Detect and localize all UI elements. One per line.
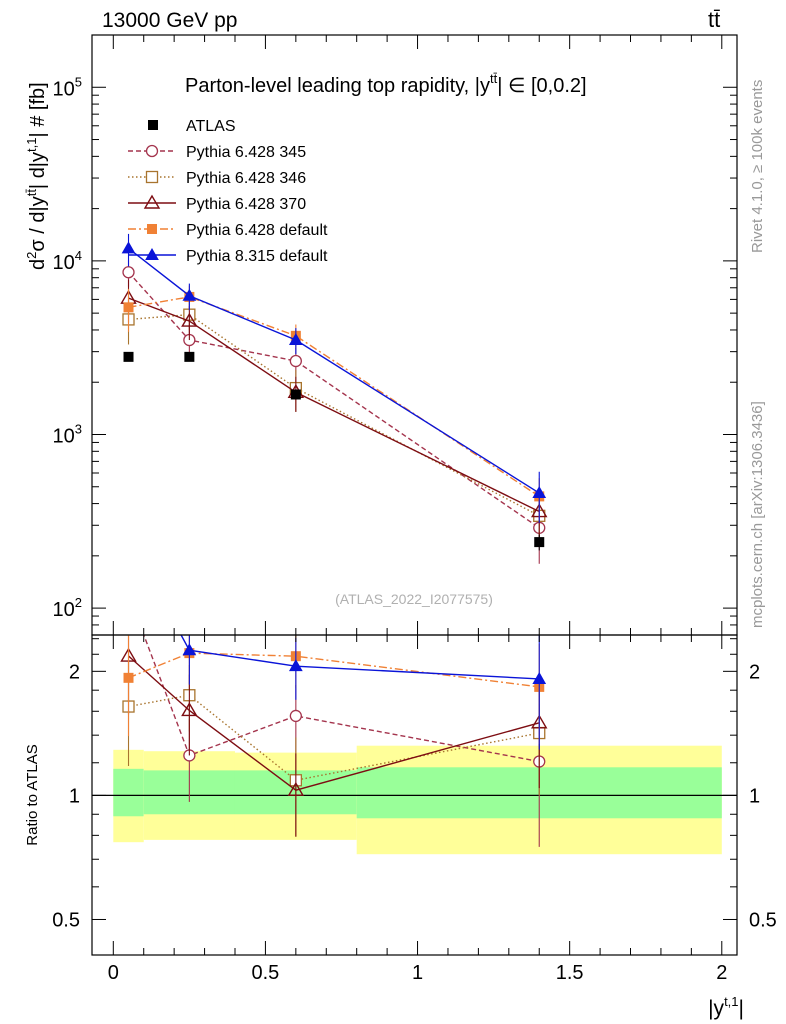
ratio-y-axis-label: Ratio to ATLAS	[24, 744, 41, 845]
ratio-point-3-0	[123, 672, 134, 683]
ratio-line-0	[143, 635, 540, 763]
ratio-line-2	[128, 655, 540, 791]
atlas-point-0	[123, 351, 134, 362]
y-tick-label: 102	[53, 595, 82, 621]
ratio-uncertainty-bands	[92, 745, 737, 855]
legend-marker-atlas	[148, 120, 158, 130]
y-tick-label: 105	[53, 74, 82, 100]
atlas-point-3	[534, 537, 545, 548]
ratio-tick-label-right: 0.5	[749, 909, 777, 931]
series-line-2	[128, 297, 540, 513]
chart-title: Parton-level leading top rapidity, |ytt̄…	[185, 71, 587, 97]
ratio-tick-label-right: 1	[749, 785, 760, 807]
series-line-0	[127, 271, 540, 529]
x-tick-label: 1	[412, 962, 423, 984]
series-point-0-0	[122, 266, 135, 279]
legend-label-5: Pythia 8.315 default	[186, 248, 328, 265]
series-point-3-0	[123, 302, 134, 313]
ratio-point-4-0	[123, 532, 135, 543]
ratio-line-4	[180, 635, 540, 680]
legend-label-4: Pythia 6.428 default	[186, 222, 328, 239]
ratio-point-0-0	[123, 589, 134, 600]
ratio-point-2-2	[287, 781, 305, 796]
legend-marker-2	[145, 170, 159, 184]
series-line-4	[128, 247, 540, 494]
band-inner-0	[113, 768, 144, 817]
ratio-point-4-2	[288, 659, 303, 672]
ratio-line-3	[128, 652, 540, 688]
x-tick-label: 0	[108, 962, 119, 984]
series-point-4-2	[288, 333, 303, 346]
ratio-tick-label: 2	[69, 661, 80, 683]
series-line-3	[128, 296, 540, 497]
x-axis-label: |yt,1|	[708, 994, 744, 1020]
series-point-0-2	[289, 354, 302, 368]
legend-marker-4	[147, 224, 157, 234]
series-point-4-3	[532, 486, 547, 499]
x-tick-label: 0.5	[252, 962, 280, 984]
legend-marker-1	[145, 144, 159, 158]
series-point-2-1	[181, 312, 198, 327]
ratio-point-2-1	[181, 702, 198, 717]
series-point-4-1	[182, 288, 197, 301]
ratio-tick-label: 1	[69, 785, 80, 807]
x-tick-label: 2	[716, 962, 727, 984]
legend-label-0: ATLAS	[186, 118, 236, 135]
rivet-version-label: Rivet 4.1.0, ≥ 100k events	[749, 80, 766, 253]
legend-marker-3	[143, 194, 161, 209]
mcplots-label: mcplots.cern.ch [arXiv:1306.3436]	[749, 401, 766, 628]
ratio-point-4-3	[532, 671, 547, 684]
y-tick-label: 103	[53, 421, 82, 447]
ratio-axes: 0.5 0.5 1 1 2 2 0 0.5 1 1.5 2	[52, 634, 777, 984]
atlas-point-2	[290, 389, 301, 400]
legend-label-2: Pythia 6.428 346	[186, 170, 306, 187]
legend: ATLAS Pythia 6.428 345 Pythia 6.428 346 Pyt…	[128, 118, 328, 265]
analysis-tag: (ATLAS_2022_I2077575)	[335, 591, 493, 607]
ratio-tick-label: 0.5	[52, 909, 80, 931]
y-axis-label: d2σ / d|ytt̄| d|yt,1| # [fb]	[24, 82, 49, 270]
ratio-point-4-1	[182, 643, 197, 656]
ratio-point-0-2	[289, 709, 302, 723]
x-tick-label: 1.5	[556, 962, 584, 984]
process-label: tt̄	[708, 7, 720, 32]
atlas-data-layer	[123, 351, 545, 551]
series-point-4-0	[121, 241, 136, 254]
legend-label-1: Pythia 6.428 345	[186, 144, 306, 161]
y-tick-label: 104	[53, 248, 82, 274]
ratio-series-layer	[120, 532, 548, 847]
ratio-tick-label-right: 2	[749, 661, 760, 683]
legend-marker-5	[145, 247, 159, 260]
legend-label-3: Pythia 6.428 370	[186, 196, 306, 213]
main-series-layer	[120, 233, 548, 564]
atlas-point-1	[184, 351, 195, 362]
energy-label: 13000 GeV pp	[102, 9, 237, 32]
